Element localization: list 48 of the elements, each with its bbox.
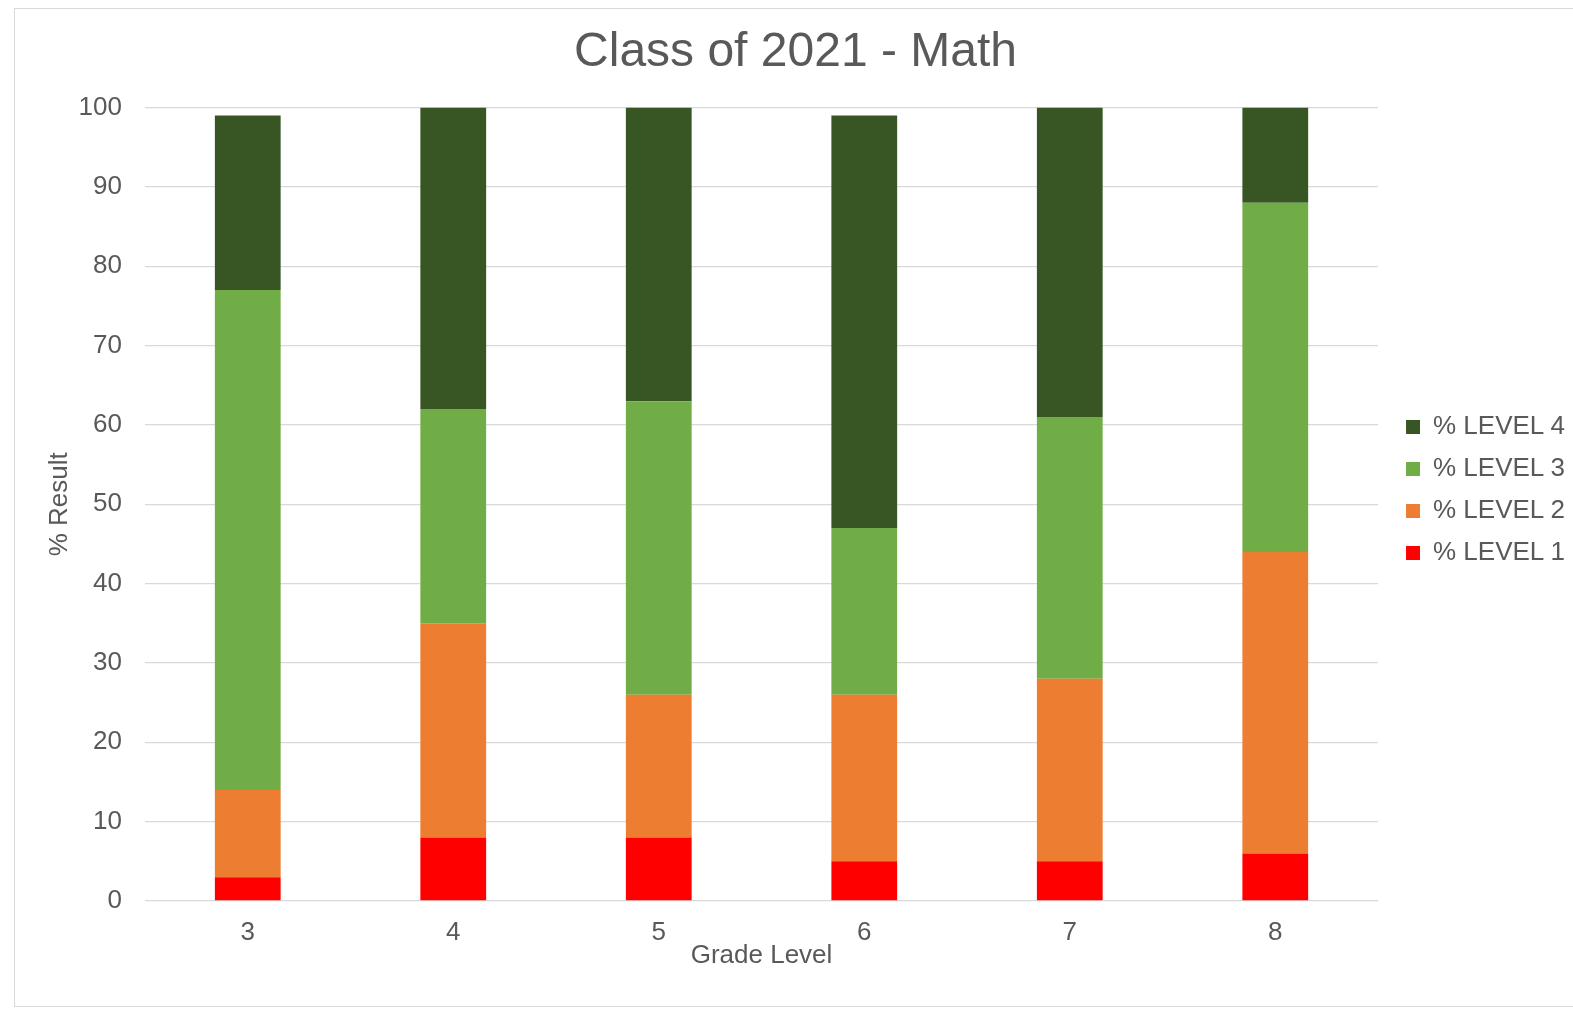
bar xyxy=(1242,551,1309,854)
x-tick-label: 6 xyxy=(857,915,872,946)
y-tick-label: 10 xyxy=(93,804,122,835)
x-tick-label: 8 xyxy=(1268,915,1283,946)
bar xyxy=(625,401,692,695)
chart-title: Class of 2021 - Math xyxy=(574,23,1017,77)
bar xyxy=(214,115,281,291)
legend-label: % LEVEL 4 xyxy=(1433,410,1566,441)
bar xyxy=(214,290,281,790)
bar xyxy=(420,837,487,901)
y-tick-label: 70 xyxy=(93,328,122,359)
bar xyxy=(625,837,692,901)
y-axis-title: % Result xyxy=(42,451,73,557)
y-tick-label: 50 xyxy=(93,487,122,518)
y-tick-label: 80 xyxy=(93,249,122,280)
legend-label: % LEVEL 1 xyxy=(1433,536,1566,567)
x-tick-label: 7 xyxy=(1062,915,1078,946)
y-tick-label: 60 xyxy=(93,408,122,439)
y-tick-label: 100 xyxy=(78,90,122,121)
x-tick-label: 5 xyxy=(651,915,666,946)
legend-label: % LEVEL 3 xyxy=(1433,452,1566,483)
bar xyxy=(420,623,487,838)
y-tick-label: 90 xyxy=(93,170,122,201)
bar xyxy=(1242,853,1309,901)
y-tick-label: 30 xyxy=(93,646,122,677)
bar xyxy=(625,694,692,838)
bar xyxy=(625,107,692,402)
x-tick-label: 3 xyxy=(240,915,255,946)
y-tick-label: 20 xyxy=(93,725,122,756)
bar xyxy=(1036,417,1103,679)
x-tick-label: 4 xyxy=(446,915,461,946)
bar xyxy=(831,861,898,901)
y-tick-label: 40 xyxy=(93,566,122,597)
bar xyxy=(831,528,898,695)
bar xyxy=(1036,861,1103,901)
bar xyxy=(831,694,898,862)
bar xyxy=(1242,202,1309,552)
x-axis-title: Grade Level xyxy=(690,938,833,969)
bar xyxy=(420,107,487,410)
bar xyxy=(1036,678,1103,862)
bar xyxy=(1242,107,1309,203)
bar xyxy=(1036,107,1103,418)
bar xyxy=(214,877,281,901)
bar xyxy=(214,789,281,878)
legend-label: % LEVEL 2 xyxy=(1433,494,1566,525)
bar xyxy=(420,409,487,624)
bar xyxy=(831,115,898,529)
y-tick-label: 0 xyxy=(107,884,122,915)
